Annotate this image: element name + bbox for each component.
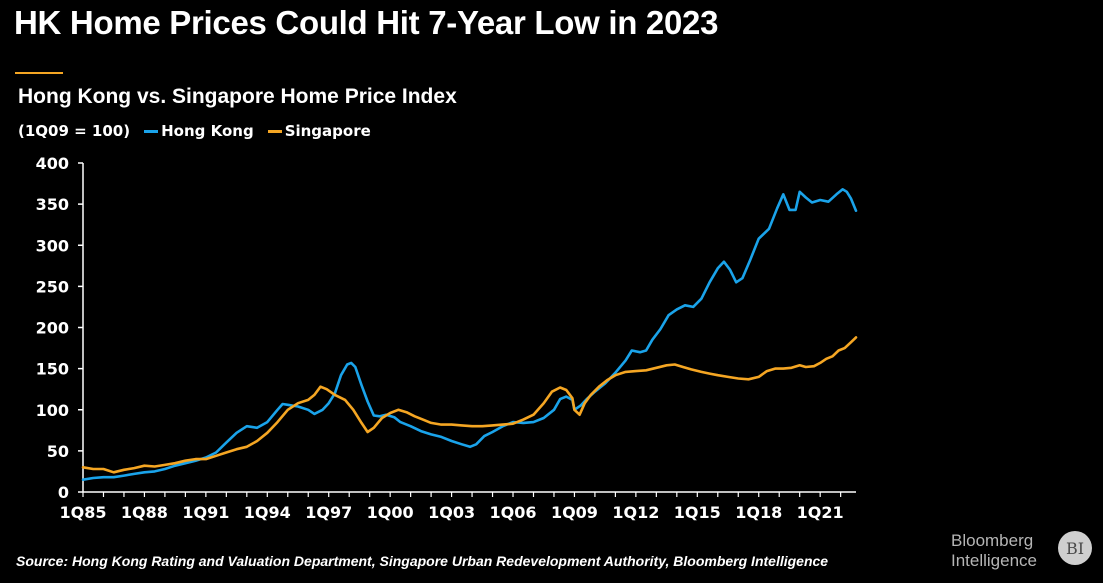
x-tick-label: 1Q88 <box>121 503 168 522</box>
y-tick-label: 350 <box>36 195 69 214</box>
x-tick-label: 1Q18 <box>735 503 782 522</box>
y-tick-label: 50 <box>47 442 69 461</box>
x-tick-label: 1Q03 <box>428 503 475 522</box>
y-tick-label: 0 <box>58 483 69 502</box>
series-line-hong-kong <box>81 188 858 481</box>
brand-line-1: Bloomberg <box>951 531 1034 550</box>
legend-label-singapore: Singapore <box>284 122 371 140</box>
line-chart: 0 50 100 150 200 250 300 350 400 1Q85 1Q88 1Q91 1Q94… <box>36 154 858 522</box>
chart-title: Hong Kong vs. Singapore Home Price Index <box>18 85 457 108</box>
x-tick-label: 1Q00 <box>367 503 414 522</box>
series-line-singapore <box>81 336 858 474</box>
bloomberg-intelligence-logo: Bloomberg Intelligence <box>951 531 1037 571</box>
y-tick-label: 100 <box>36 401 69 420</box>
x-tick-label: 1Q15 <box>674 503 721 522</box>
headline: HK Home Prices Could Hit 7-Year Low in 2… <box>14 4 719 41</box>
x-tick-label: 1Q91 <box>182 503 229 522</box>
y-tick-label: 150 <box>36 360 69 379</box>
legend-swatch-singapore <box>267 129 282 133</box>
x-tick-label: 1Q85 <box>60 503 107 522</box>
source-note: Source: Hong Kong Rating and Valuation D… <box>16 553 829 569</box>
brand-line-2: Intelligence <box>951 551 1038 570</box>
y-tick-label: 200 <box>36 319 69 338</box>
x-tick-label: 1Q09 <box>551 503 598 522</box>
accent-rule <box>15 72 63 74</box>
x-tick-label: 1Q06 <box>490 503 537 522</box>
index-base-note: (1Q09 = 100) <box>18 122 131 140</box>
y-tick-label: 400 <box>36 154 69 173</box>
x-tick-label: 1Q12 <box>612 503 659 522</box>
legend-item-hong-kong: Hong Kong <box>144 122 254 140</box>
y-tick-label: 300 <box>36 236 69 255</box>
legend-label-hong-kong: Hong Kong <box>161 122 254 140</box>
bi-badge-icon: BI <box>1058 531 1092 565</box>
legend-swatch-hong-kong <box>144 129 159 133</box>
x-tick-label: 1Q94 <box>244 503 291 522</box>
legend-item-singapore: Singapore <box>267 122 371 140</box>
x-tick-label: 1Q97 <box>305 503 352 522</box>
legend: (1Q09 = 100) Hong Kong Singapore <box>18 122 385 140</box>
y-tick-label: 250 <box>36 277 69 296</box>
x-tick-label: 1Q21 <box>797 503 844 522</box>
